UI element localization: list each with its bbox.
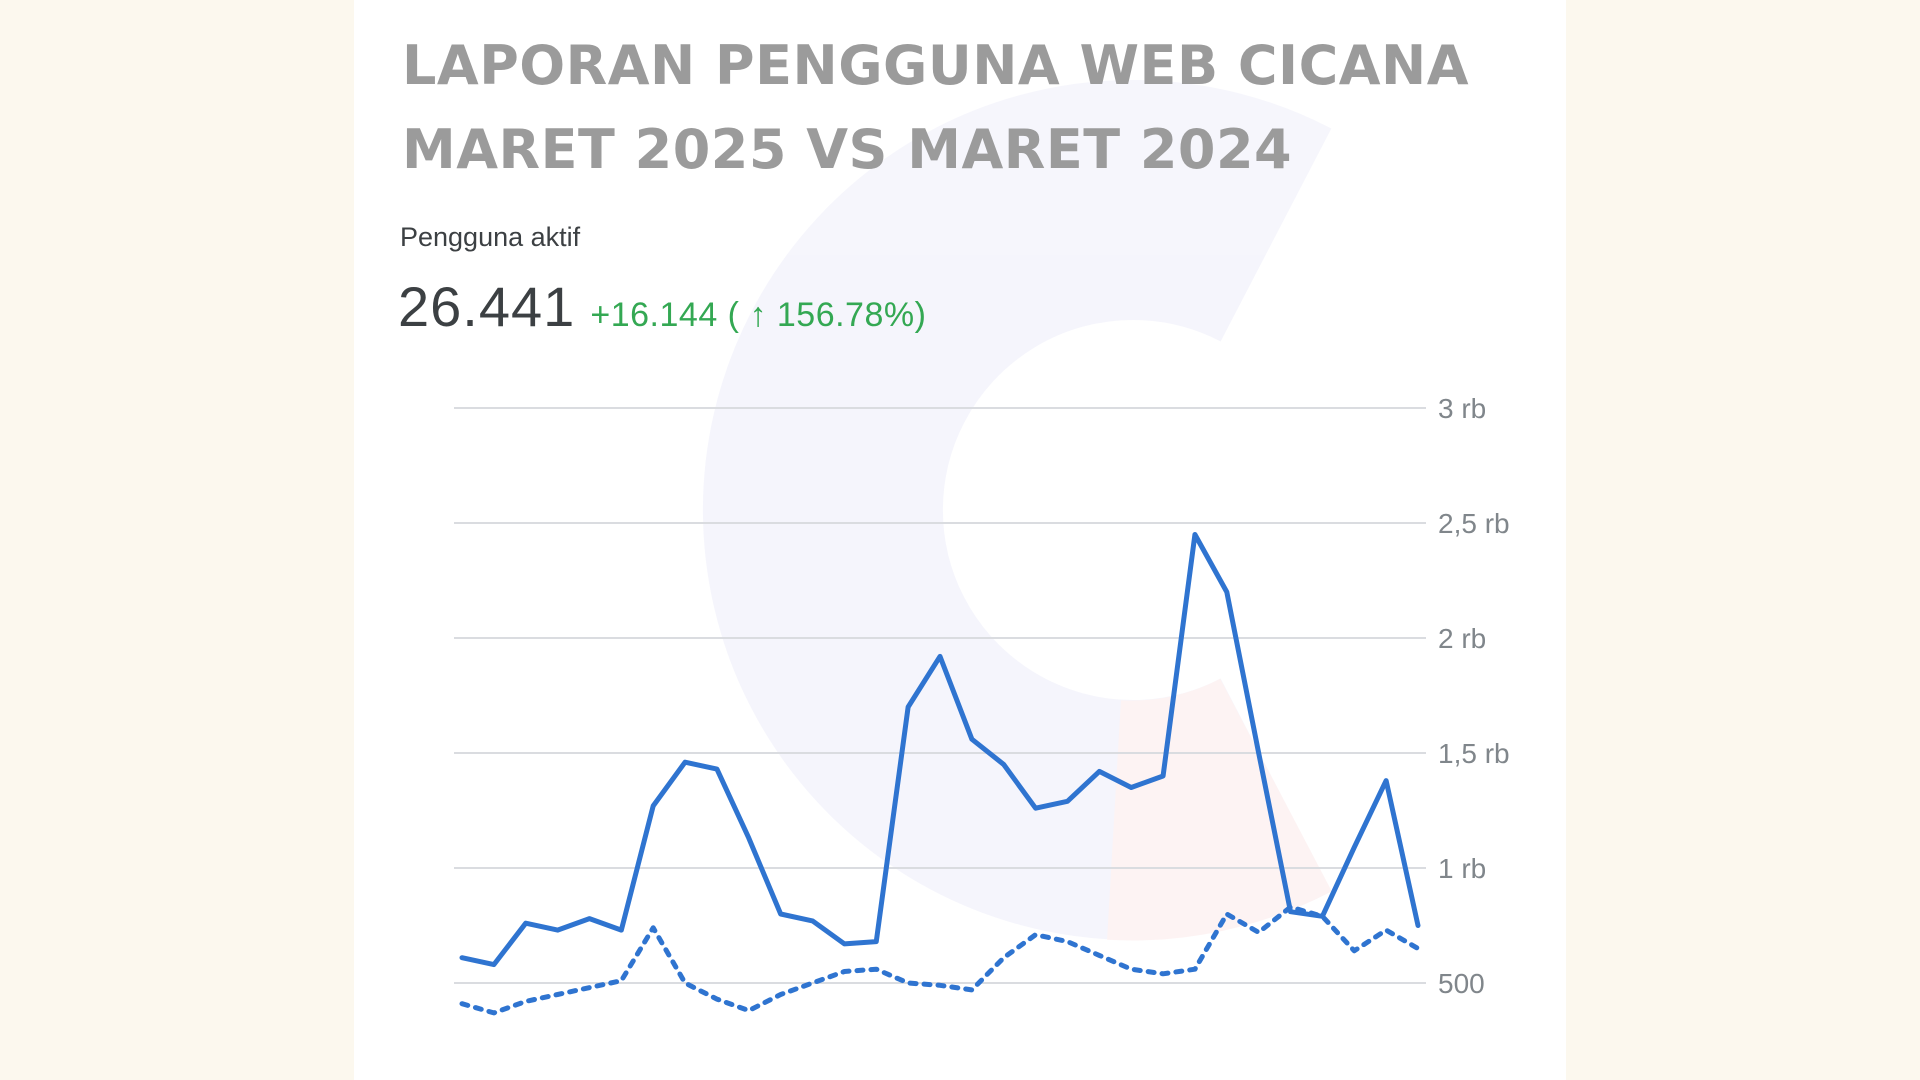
y-tick-label: 2,5 rb: [1438, 508, 1510, 539]
y-tick-label: 3 rb: [1438, 393, 1486, 424]
y-tick-label: 500: [1438, 968, 1485, 999]
report-title: LAPORAN PENGGUNA WEB CICANA MARET 2025 V…: [402, 24, 1542, 192]
y-tick-label: 2 rb: [1438, 623, 1486, 654]
watermark-logo: [702, 80, 1332, 941]
report-title-line-1: LAPORAN PENGGUNA WEB CICANA: [402, 34, 1470, 97]
metric-value: 26.441: [398, 275, 576, 338]
metric-row: 26.441 +16.144 ( ↑ 156.78%): [398, 274, 926, 339]
series-line-march-2024: [459, 904, 1421, 1016]
report-card: 500 1 rb 1,5 rb 2 rb 2,5 rb 3 rb LAPORAN PENG…: [354, 0, 1566, 1080]
line-chart: 500 1 rb 1,5 rb 2 rb 2,5 rb 3 rb: [454, 80, 1510, 1016]
metric-label: Pengguna aktif: [400, 222, 581, 252]
series-line-march-2025: [459, 532, 1421, 968]
y-tick-label: 1,5 rb: [1438, 738, 1510, 769]
metric-change: +16.144 ( ↑ 156.78%): [590, 296, 927, 334]
y-tick-label: 1 rb: [1438, 853, 1486, 884]
report-title-line-2: MARET 2025 VS MARET 2024: [402, 118, 1293, 181]
